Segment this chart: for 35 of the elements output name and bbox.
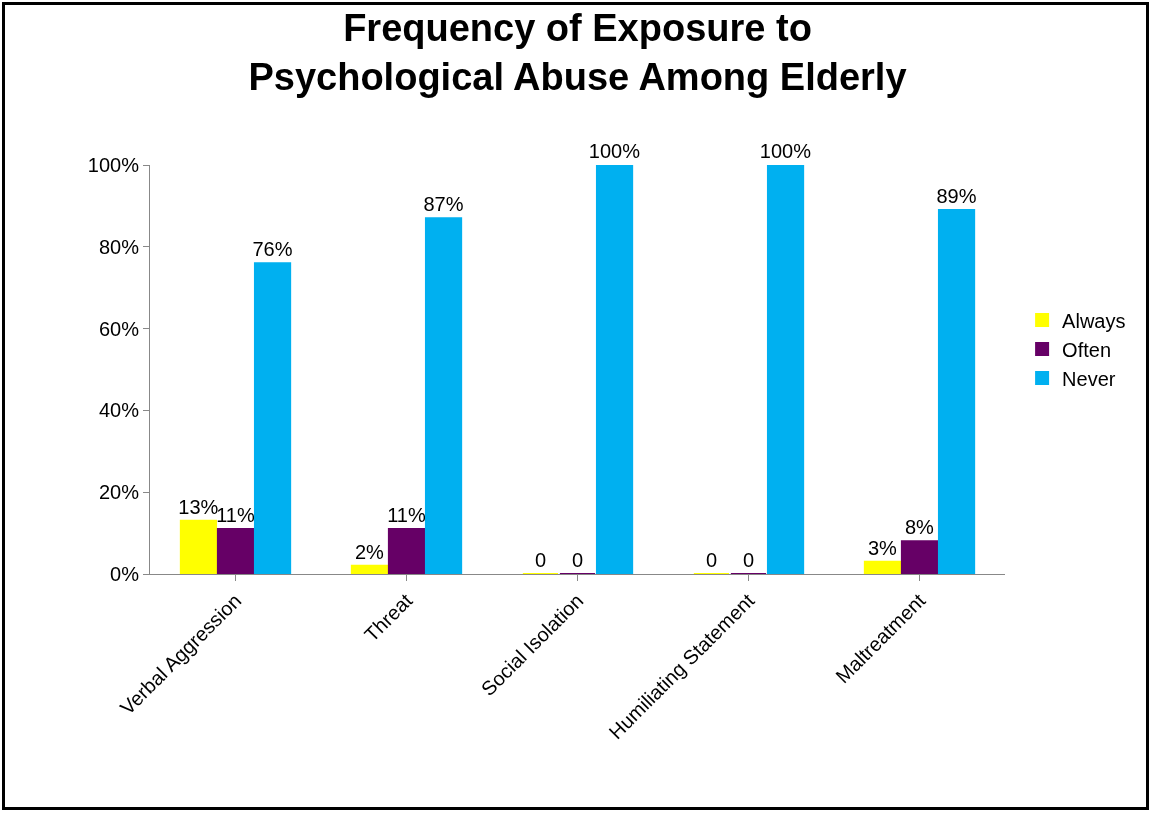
- data-label: 8%: [904, 516, 935, 539]
- data-label: 0: [571, 549, 584, 571]
- bar: [900, 540, 939, 574]
- data-label: 0: [705, 549, 718, 571]
- data-label: 100%: [759, 140, 812, 162]
- data-label: 100%: [588, 140, 641, 162]
- data-label: 0: [742, 549, 755, 571]
- data-label: 76%: [252, 238, 293, 261]
- y-tick-label: 60%: [98, 317, 140, 340]
- bar: [424, 217, 463, 574]
- y-tick-label: 20%: [98, 481, 140, 504]
- bar: [863, 560, 902, 574]
- chart-title: Frequency of Exposure to Psychological Abuse Among Elderly: [248, 6, 907, 99]
- bar: [253, 262, 292, 574]
- data-label: 3%: [867, 536, 898, 559]
- bar: [350, 564, 389, 574]
- y-tick-label: 100%: [87, 154, 140, 176]
- bar: [216, 528, 255, 574]
- legend-label: Often: [1062, 338, 1112, 361]
- bar: [766, 165, 805, 574]
- bar: [595, 165, 634, 574]
- data-label: 0: [534, 549, 547, 571]
- data-label: 89%: [936, 184, 977, 207]
- data-label: 11%: [387, 504, 426, 527]
- data-label: 2%: [354, 540, 385, 563]
- y-tick-label: 40%: [98, 399, 140, 422]
- bar: [937, 208, 976, 574]
- bar: [387, 528, 426, 574]
- legend-label: Always: [1062, 309, 1126, 332]
- data-label: 87%: [423, 193, 464, 216]
- y-tick-label: 0%: [110, 563, 140, 585]
- legend-label: Never: [1062, 367, 1116, 390]
- y-tick-label: 80%: [98, 235, 140, 258]
- data-label: 13%: [178, 495, 219, 518]
- bar: [179, 519, 218, 574]
